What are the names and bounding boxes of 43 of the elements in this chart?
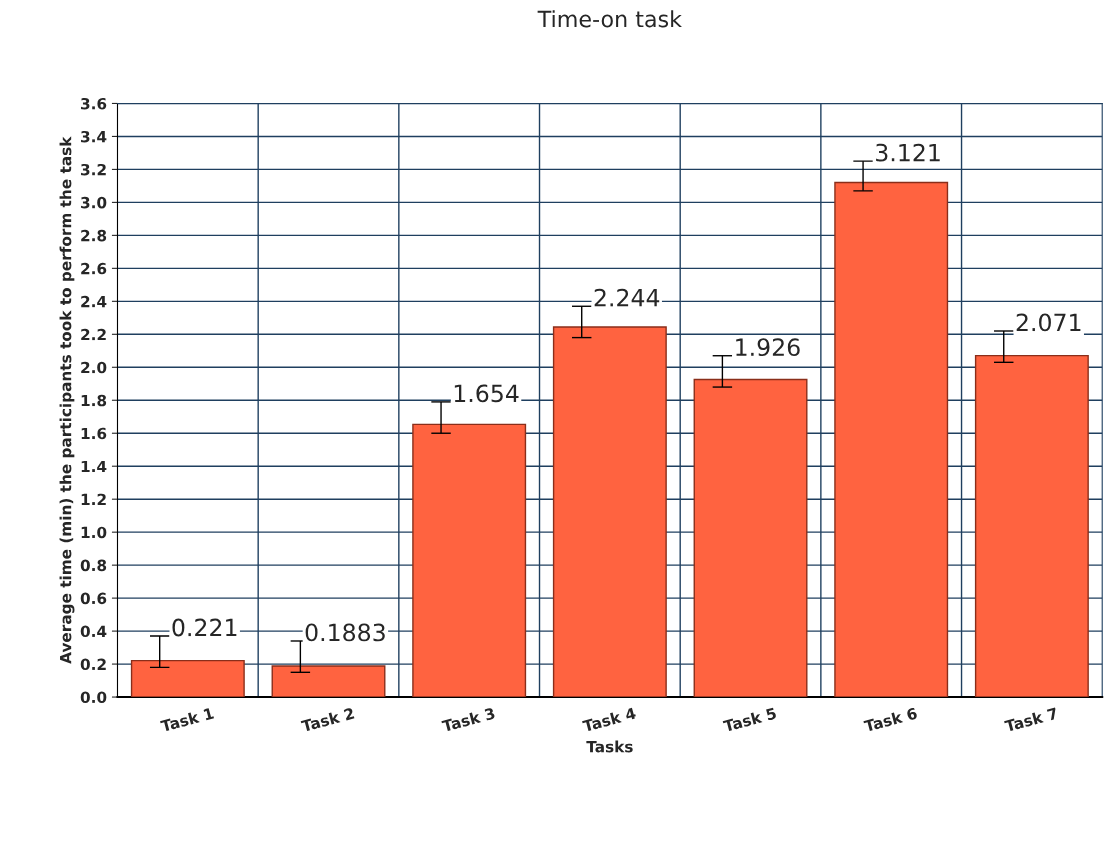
y-tick-label: 0.8 xyxy=(80,559,107,572)
data-label: 0.1883 xyxy=(305,623,385,642)
text: 2.0 xyxy=(81,361,107,374)
data-label: 3.121 xyxy=(876,143,940,162)
x-tick-label: Task 1 xyxy=(159,707,215,733)
bar xyxy=(271,665,386,698)
bar xyxy=(834,181,949,698)
x-tick-label: Task 2 xyxy=(300,707,355,733)
y-tick-label: 3.2 xyxy=(81,163,106,176)
bar xyxy=(693,378,808,698)
data-label: 2.244 xyxy=(594,288,660,307)
text: 3.0 xyxy=(81,196,107,209)
bar xyxy=(130,659,245,698)
y-axis-title: Average time (min) the participants took to perform the task xyxy=(59,136,75,664)
x-tick-label: Task 5 xyxy=(722,707,777,733)
y-tick-label: 0.6 xyxy=(80,592,107,605)
y-tick-label: 1.8 xyxy=(81,394,107,407)
bar xyxy=(412,423,527,698)
text: 1.0 xyxy=(81,526,107,539)
y-tick-label: 1.4 xyxy=(81,460,107,473)
y-tick-label: 2.2 xyxy=(81,328,106,341)
chart-title: Time-on task xyxy=(537,10,682,28)
x-tick-label: Task 4 xyxy=(581,706,637,733)
y-tick-label: 1.2 xyxy=(81,493,106,505)
data-label: 0.221 xyxy=(172,618,237,637)
data-label: 1.926 xyxy=(736,338,800,357)
x-tick-label: Task 6 xyxy=(863,706,918,733)
bar xyxy=(552,326,667,698)
y-tick-label: 1.6 xyxy=(81,427,107,440)
y-tick-label: 2.8 xyxy=(81,229,107,242)
x-axis-title: Tasks xyxy=(586,740,633,753)
y-tick-label: 0.4 xyxy=(80,625,107,638)
x-tick-label: Task 7 xyxy=(1003,707,1058,733)
text: 0.0 xyxy=(80,691,107,704)
data-label: 2.071 xyxy=(1016,313,1081,332)
y-tick-label: 2.4 xyxy=(81,295,107,308)
y-tick-label: 0.2 xyxy=(80,658,106,671)
y-tick-label: 2.6 xyxy=(81,262,107,275)
bar xyxy=(974,354,1089,698)
data-label: 1.654 xyxy=(454,384,519,403)
y-tick-label: 3.6 xyxy=(81,97,107,110)
y-tick-label: 3.4 xyxy=(81,130,107,143)
x-tick-label: Task 3 xyxy=(441,707,496,733)
